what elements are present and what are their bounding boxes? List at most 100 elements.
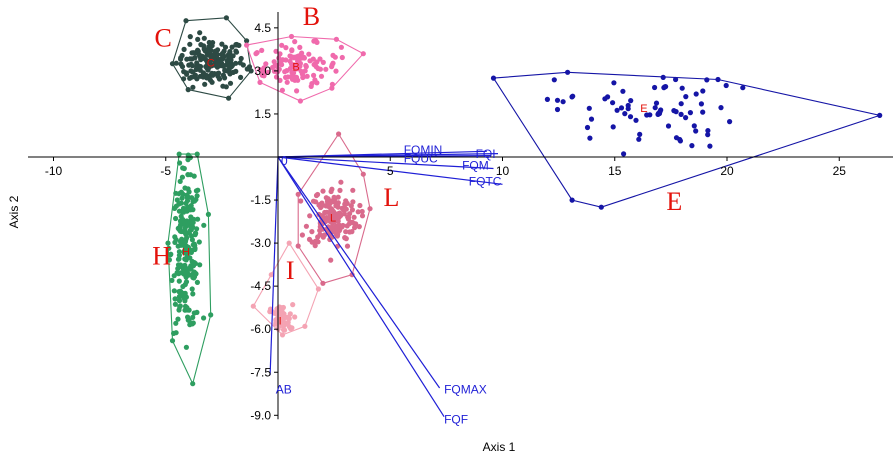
point-e xyxy=(622,111,628,117)
point-h xyxy=(193,188,199,194)
point-i xyxy=(287,311,293,317)
point-c xyxy=(198,42,204,48)
point-c xyxy=(178,61,184,67)
point-e xyxy=(611,80,617,86)
point-h xyxy=(184,235,190,241)
point-c xyxy=(178,55,184,61)
point-e xyxy=(618,105,625,111)
point-e xyxy=(620,88,626,94)
point-h xyxy=(179,174,185,180)
point-l xyxy=(342,202,348,208)
point-e xyxy=(610,100,616,106)
hull-l xyxy=(297,132,371,284)
hull-c xyxy=(171,17,252,99)
group-points xyxy=(165,15,883,387)
point-c xyxy=(209,43,215,49)
point-b xyxy=(277,77,283,83)
point-h xyxy=(171,288,177,294)
hull-e xyxy=(492,71,882,208)
point-l xyxy=(347,229,353,235)
point-c xyxy=(190,50,196,56)
vector-fqf xyxy=(277,156,445,418)
point-l xyxy=(367,206,373,212)
vector-label-ab: AB xyxy=(276,383,292,397)
point-b xyxy=(306,51,312,57)
point-b xyxy=(299,50,305,56)
point-l xyxy=(356,224,362,230)
point-b xyxy=(314,59,320,65)
point-b xyxy=(283,57,289,63)
point-l xyxy=(306,236,313,242)
point-b xyxy=(333,68,339,74)
point-e xyxy=(602,96,608,102)
group-label-e: E xyxy=(666,187,682,216)
point-b xyxy=(277,51,283,57)
point-h xyxy=(176,151,182,157)
point-b xyxy=(263,61,269,67)
point-i xyxy=(280,327,287,333)
vector-label-fqm: FQM xyxy=(462,159,489,173)
point-h xyxy=(165,240,171,246)
point-c xyxy=(181,76,187,82)
point-i xyxy=(290,302,296,308)
point-l xyxy=(352,225,358,231)
y-tick-label: -4.5 xyxy=(250,279,271,293)
point-h xyxy=(177,160,183,166)
point-e xyxy=(700,109,706,115)
point-b xyxy=(292,39,298,45)
point-l xyxy=(342,235,348,241)
point-h xyxy=(178,291,184,297)
point-c xyxy=(223,84,229,90)
point-c xyxy=(222,44,229,50)
point-h xyxy=(185,266,191,272)
point-e xyxy=(584,124,591,131)
point-l xyxy=(329,207,336,214)
point-e xyxy=(588,116,595,122)
y-tick-label: 1.5 xyxy=(254,107,271,121)
point-e xyxy=(610,124,616,130)
point-c xyxy=(221,48,227,54)
point-b xyxy=(329,62,335,68)
point-l xyxy=(336,131,342,137)
point-h xyxy=(173,190,179,196)
point-b xyxy=(254,50,260,56)
point-e xyxy=(707,143,713,149)
point-c xyxy=(244,38,250,44)
point-h xyxy=(189,321,195,327)
point-l xyxy=(333,203,339,209)
point-h xyxy=(178,242,184,248)
point-c xyxy=(192,55,198,61)
point-b xyxy=(297,98,303,104)
point-c xyxy=(189,63,195,69)
point-e xyxy=(621,151,627,157)
y-tick-label: 3.0 xyxy=(254,64,271,78)
y-tick-label: -3.0 xyxy=(250,236,271,250)
point-b xyxy=(295,77,301,83)
point-l xyxy=(319,213,326,219)
point-h xyxy=(184,247,190,253)
point-e xyxy=(704,77,710,83)
point-e xyxy=(633,117,639,123)
point-e xyxy=(637,131,643,137)
point-c xyxy=(226,95,232,101)
point-i xyxy=(267,309,273,315)
point-b xyxy=(289,48,295,54)
point-i xyxy=(292,314,298,320)
point-e xyxy=(723,82,729,89)
point-e xyxy=(678,111,684,117)
group-label-b: B xyxy=(303,2,320,31)
y-tick-label: 4.5 xyxy=(254,21,271,35)
point-l xyxy=(303,223,309,229)
centroid-label-c: C xyxy=(207,57,215,69)
point-b xyxy=(279,62,285,68)
point-c xyxy=(230,69,236,75)
point-l xyxy=(299,232,305,238)
centroid-label-e: E xyxy=(640,103,647,115)
point-h xyxy=(191,310,197,316)
point-c xyxy=(204,75,210,81)
point-i xyxy=(286,315,292,322)
point-e xyxy=(653,100,660,106)
x-tick-label: 20 xyxy=(720,164,734,178)
centroid-label-b: B xyxy=(292,62,299,74)
point-c xyxy=(190,84,196,90)
